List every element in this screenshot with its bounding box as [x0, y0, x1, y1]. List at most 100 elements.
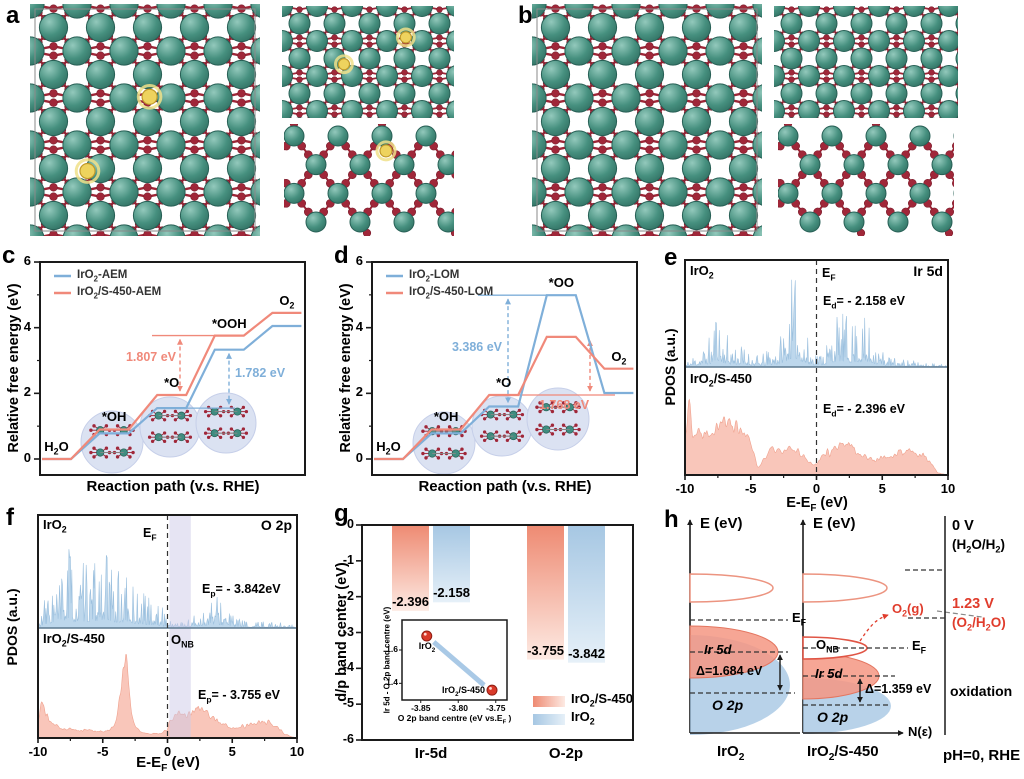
fermi-label: EF	[792, 610, 807, 628]
e-y-axis-title: PDOS (a.u.)	[662, 328, 678, 406]
spectrum-label-iro2: IrO2	[690, 263, 714, 281]
ir5d-label: Ir 5d	[704, 642, 732, 657]
inset-x-tick: -3.80	[448, 703, 468, 713]
y-tick-label: 6	[355, 253, 363, 269]
energy-gap-annotation: 1.768 eV	[539, 398, 590, 412]
panel-letter-d: d	[334, 242, 349, 269]
spectrum-label-iro2: IrO2	[43, 517, 67, 535]
inset-y-tick: 1.6	[386, 644, 398, 654]
y-tick-label: 4	[23, 318, 31, 334]
o2p-label: O 2p	[712, 697, 744, 713]
band-center-value: Ep= - 3.842eV	[202, 582, 281, 599]
inset-x-tick: -3.85	[411, 703, 431, 713]
delta-value: Δ=1.359 eV	[865, 682, 932, 696]
potential-123v-couple: (O2/H2O)	[952, 615, 1006, 633]
x-tick-label: 0	[812, 481, 821, 496]
y-tick-label: 2	[355, 384, 363, 400]
bar-value-label: -3.842	[568, 645, 605, 661]
panel-c: c Relative free energy (eV) Reaction pat…	[0, 240, 332, 500]
c-y-axis-title: Relative free energy (eV)	[6, 283, 22, 453]
energy-series-0	[374, 294, 634, 461]
y-tick-label: -3	[342, 624, 354, 639]
y-tick-label: -1	[342, 552, 354, 567]
intermediate-circle	[526, 387, 590, 451]
energy-series-0	[42, 324, 302, 461]
band-schematic-diagram	[687, 516, 983, 736]
structure-a-large-topview	[30, 4, 260, 236]
nonbonding-oxygen-label: ONB	[171, 632, 194, 650]
y-tick-label: 0	[355, 450, 363, 465]
legend-entry: IrO2/S-450-AEM	[77, 286, 162, 301]
iridium-atoms	[282, 6, 454, 118]
state-label: *O	[496, 374, 512, 390]
category-label: O-2p	[548, 745, 584, 762]
inset-data-point	[486, 684, 498, 696]
bar-O-2p-0	[527, 525, 564, 660]
orbital-label: O 2p	[260, 517, 292, 533]
intermediate-structure-sketch	[203, 405, 249, 440]
state-label: *OH	[101, 409, 127, 425]
x-tick-label: 10	[289, 744, 305, 759]
fermi-label: EF	[822, 266, 836, 283]
energy-diagram-aem	[34, 261, 306, 476]
structure-a-small-topview	[282, 6, 454, 118]
panel-letter-c: c	[2, 242, 16, 269]
f-x-axis-title: E-EF (eV)	[136, 754, 200, 774]
delta-value: Δ=1.684 eV	[696, 664, 763, 678]
x-tick-label: -10	[28, 744, 48, 759]
y-tick-label: 2	[23, 384, 31, 400]
bar-O-2p-1	[568, 525, 605, 663]
sulfur-atoms	[375, 140, 397, 162]
legend-swatch	[533, 696, 565, 707]
fermi-label: EF	[143, 526, 157, 543]
fermi-label: EF	[912, 638, 927, 656]
sulfur-atoms	[334, 27, 416, 75]
state-label: *OOH	[211, 315, 247, 331]
inset-point-label: IrO2/S-450	[442, 685, 485, 698]
panel-f: f PDOS (a.u.) E-EF (eV) -10 -5 0 5 10 IrO2 O 2…	[0, 500, 330, 779]
legend-entry: IrO2-LOM	[409, 269, 460, 284]
y-tick-label: 6	[23, 253, 31, 269]
orbital-label: Ir 5d	[913, 263, 943, 279]
material-label-s450: IrO2/S-450	[807, 743, 879, 763]
structure-b-large-topview	[532, 4, 762, 236]
energy-axis-label: E (eV)	[700, 515, 743, 532]
band-center-value: Ed= - 2.158 eV	[823, 294, 905, 311]
band-center-value: Ed= - 2.396 eV	[823, 402, 905, 419]
x-tick-label: -5	[96, 744, 109, 759]
intermediate-structure-sketch	[479, 408, 525, 443]
panel-letter-a: a	[6, 2, 20, 29]
iridium-atoms	[778, 125, 954, 233]
o2p-label: O 2p	[817, 709, 849, 725]
x-tick-label: 10	[940, 481, 956, 496]
legend-entry: IrO2/S-450	[571, 691, 634, 709]
band-center-bar-chart	[356, 524, 634, 741]
y-tick-label: 0	[23, 450, 31, 465]
panel-letter-b: b	[518, 2, 533, 29]
inset-point-label: IrO2	[418, 641, 436, 654]
empty-band-iro2	[689, 573, 774, 603]
energy-series-1	[374, 335, 634, 461]
oxidation-label: oxidation	[950, 683, 1013, 699]
spectrum-label-s450: IrO2/S-450	[690, 371, 753, 389]
panel-h: h E (eV) EF Ir 5d Δ=1.684 eV O 2p IrO2 E (eV) E…	[660, 500, 1024, 779]
empty-band-s450	[802, 573, 888, 603]
structure-a-sideview	[284, 124, 454, 236]
spectrum-label-s450: IrO2/S-450	[43, 631, 106, 649]
intermediate-structure-sketch	[535, 401, 581, 436]
panel-letter-e: e	[664, 244, 678, 271]
potential-123v: 1.23 V	[952, 596, 994, 612]
inset-data-point	[421, 630, 433, 642]
legend-entry: IrO2	[571, 709, 595, 727]
energy-axis-label: E (eV)	[813, 515, 856, 532]
onb-label: ONB	[816, 637, 839, 655]
ir5d-label: Ir 5d	[815, 666, 843, 681]
energy-series-1	[42, 311, 302, 461]
state-label: H2O	[44, 439, 69, 457]
inset-y-tick: 1.4	[386, 677, 398, 688]
energy-gap-annotation: 3.386 eV	[451, 340, 502, 354]
state-label: O2	[279, 292, 295, 311]
y-tick-label: 4	[355, 318, 363, 334]
legend-entry: IrO2/S-450-LOM	[409, 286, 494, 301]
x-tick-label: 5	[228, 744, 236, 759]
